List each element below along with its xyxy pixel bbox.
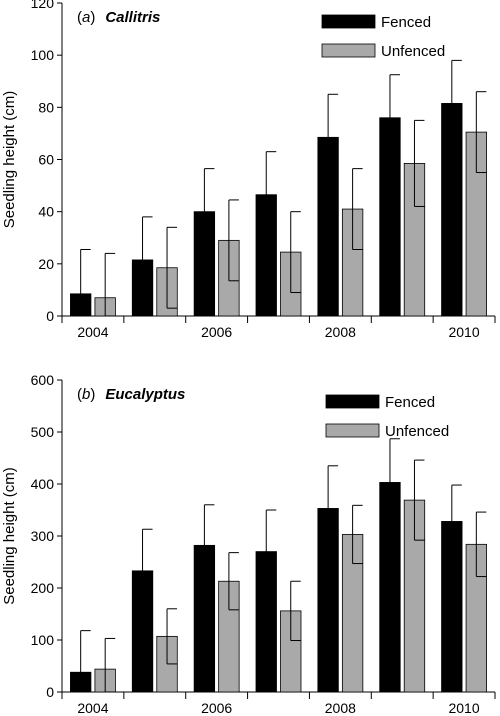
y-axis-label: Seedling height (cm) <box>1 91 18 229</box>
y-tick-label: 400 <box>31 476 55 492</box>
y-tick-label: 100 <box>31 632 55 648</box>
bar-fenced-2006 <box>193 211 216 317</box>
bar-fenced-2007 <box>255 551 277 693</box>
chart-panel-b: 0 100 200 300 400 500 600 Seedling height (cm) 2… <box>1 372 496 716</box>
y-tick-label: 80 <box>38 99 54 115</box>
x-tick-label: 2006 <box>201 700 232 716</box>
y-tick-label: 300 <box>31 528 55 544</box>
bar-fenced-2005 <box>131 259 154 317</box>
x-tick-label: 2010 <box>448 324 479 340</box>
chart-panel-a: 0 20 40 60 80 100 120 Seedling height (cm) 2004 2… <box>1 0 496 340</box>
y-tick-label: 200 <box>31 580 55 596</box>
y-axis-label: Seedling height (cm) <box>1 467 18 605</box>
bar-fenced-2010 <box>441 521 463 693</box>
legend-swatch-fenced <box>321 14 376 29</box>
y-tick-label: 0 <box>46 684 54 700</box>
x-tick-label: 2008 <box>325 700 356 716</box>
x-tick-label: 2004 <box>77 324 108 340</box>
legend-swatch-unfenced <box>325 423 380 438</box>
y-tick-label: 40 <box>38 204 54 220</box>
bar-fenced-2007 <box>255 194 277 317</box>
legend-label-unfenced: Unfenced <box>381 43 445 60</box>
bar-fenced-2005 <box>131 570 154 693</box>
legend-swatch-unfenced <box>321 43 376 58</box>
bar-fenced-2009 <box>379 117 401 317</box>
y-tick-label: 600 <box>31 372 55 388</box>
x-tick-label: 2010 <box>448 700 479 716</box>
x-tick-label: 2004 <box>77 700 108 716</box>
bar-fenced-2008 <box>317 136 339 317</box>
panel-title: (b) Eucalyptus <box>77 386 185 403</box>
legend-label-fenced: Fenced <box>381 14 431 31</box>
y-tick-label: 500 <box>31 424 55 440</box>
y-tick-label: 20 <box>38 256 54 272</box>
y-tick-label: 0 <box>46 308 54 324</box>
legend-swatch-fenced <box>325 394 380 409</box>
bar-fenced-2009 <box>379 482 401 693</box>
bar-fenced-2008 <box>317 508 339 693</box>
bar-fenced-2010 <box>441 103 463 317</box>
panel-title: (a) Callitris <box>77 9 160 26</box>
x-tick-label: 2008 <box>325 324 356 340</box>
legend-label-fenced: Fenced <box>385 394 435 411</box>
x-tick-label: 2006 <box>201 324 232 340</box>
bar-fenced-2004 <box>70 671 92 693</box>
y-tick-label: 60 <box>38 152 54 168</box>
bar-fenced-2004 <box>70 293 92 317</box>
legend-label-unfenced: Unfenced <box>385 423 449 440</box>
bar-fenced-2006 <box>193 544 216 693</box>
y-tick-label: 120 <box>31 0 55 11</box>
y-tick-label: 100 <box>31 47 55 63</box>
